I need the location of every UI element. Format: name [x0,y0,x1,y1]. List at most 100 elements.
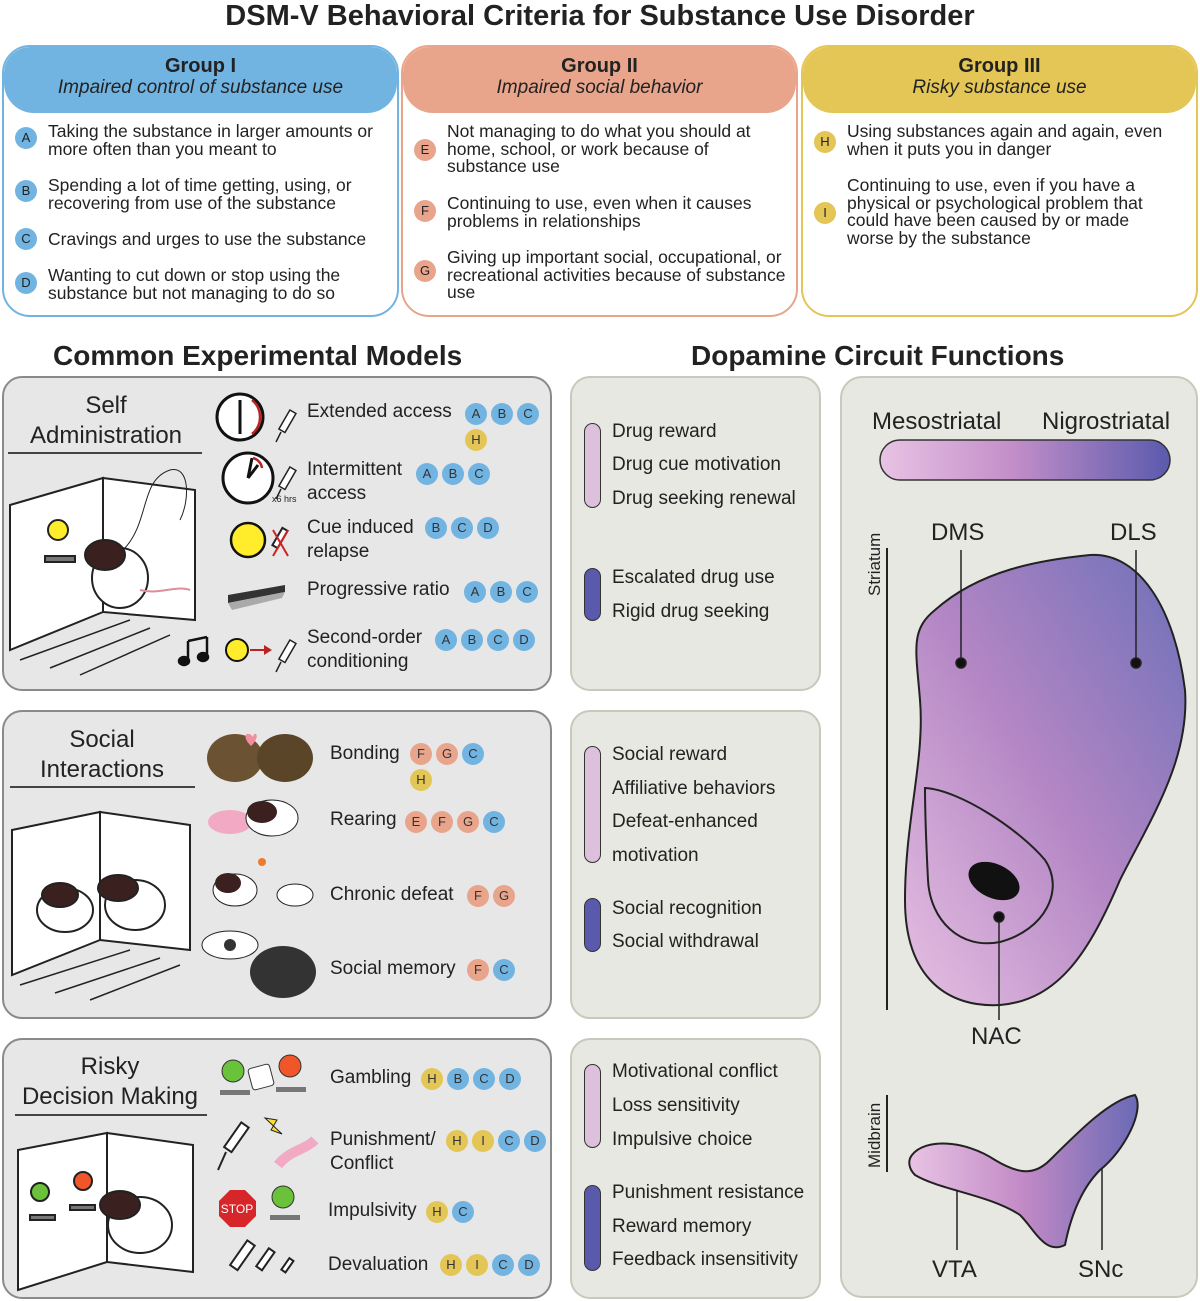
criterion-badge-f: F [467,959,489,981]
title-underline [15,1114,207,1116]
group-2-box: Group II Impaired social behavior E Not … [401,45,798,317]
group-1-header: Group I Impaired control of substance us… [4,47,397,113]
group-3-subtitle: Risky substance use [912,77,1087,98]
striatum-shape [903,553,1187,1007]
nigrostriatal-label: Nigrostriatal [1042,408,1171,435]
function-item: Motivational conflict [612,1061,778,1082]
criterion-badge-h: H [440,1254,462,1276]
cue-light-icon [225,638,272,662]
function-item: Loss sensitivity [612,1095,740,1116]
group-2-subtitle: Impaired social behavior [496,77,703,98]
criterion-badge-h: H [465,429,487,451]
criterion-badge-i: I [814,202,836,224]
criterion-badge-f: F [414,200,436,222]
criterion-badge-b: B [425,517,447,539]
criterion-badge-c: C [492,1254,514,1276]
criterion-badge-c: C [468,463,490,485]
criterion-badge-c: C [483,811,505,833]
criterion-badge-g: G [414,260,436,282]
criterion-badge-h: H [814,131,836,153]
midbrain-shape [908,1093,1139,1249]
nigrostriatal-bar [584,1185,601,1271]
functions-panel-risky: Motivational conflict Loss sensitivity I… [570,1038,821,1299]
model-social-memory: Social memory [330,958,456,979]
function-item: Punishment resistance [612,1182,805,1203]
nac-label: NAC [971,1023,1022,1050]
criterion-badge-a: A [464,581,486,603]
model-title-line1: Risky [80,1053,140,1080]
criterion-badge-d: D [518,1254,540,1276]
model-title-line2: Decision Making [21,1083,199,1110]
group-2-header: Group II Impaired social behavior [403,47,796,113]
function-item: Impulsive choice [612,1129,753,1150]
model-gambling: Gambling [330,1067,412,1088]
group-3-header: Group III Risky substance use [803,47,1196,113]
criterion-a: Taking the substance in larger amounts o… [48,121,373,159]
criterion-badge-b: B [15,180,37,202]
criterion-badge-i: I [466,1254,488,1276]
criterion-badge-b: B [491,403,513,425]
x6-hrs-note: x6 hrs [272,494,297,504]
criterion-badge-c: C [462,743,484,765]
social-cage-illustration [11,810,191,1001]
criterion-badge-c: C [451,517,473,539]
criterion-badge-d: D [499,1068,521,1090]
criterion-badge-b: B [490,581,512,603]
criterion-badge-d: D [15,272,37,294]
criterion-badge-a: A [416,463,438,485]
models-heading: Common Experimental Models [53,340,463,371]
criterion-badge-e: E [414,139,436,161]
function-item: motivation [612,845,699,866]
criterion-badge-c: C [15,228,37,250]
criterion-badge-c: C [517,403,539,425]
model-progressive-ratio: Progressive ratio [307,579,450,600]
criterion-badge-e: E [405,811,427,833]
chronic-defeat-icon [212,858,314,907]
function-item: Social reward [612,744,728,765]
functions-heading: Dopamine Circuit Functions [691,340,1065,371]
model-bonding: Bonding [330,743,400,764]
function-item: Escalated drug use [612,567,775,588]
model-chronic-defeat: Chronic defeat [330,884,454,905]
gambling-icon [220,1054,306,1095]
criterion-badge-c: C [473,1068,495,1090]
criterion-badge-c: C [487,629,509,651]
model-rearing: Rearing [330,809,397,830]
criterion-badge-b: B [442,463,464,485]
function-item: Reward memory [612,1216,752,1237]
criterion-badge-c: C [498,1130,520,1152]
function-item: Social withdrawal [612,931,759,952]
nigrostriatal-bar [584,898,601,952]
criterion-c: Cravings and urges to use the substance [48,229,367,249]
group-2-name: Group II [561,55,638,77]
nac-outline [923,786,1054,945]
criterion-badge-f: F [431,811,453,833]
syringe-icon [275,408,297,443]
model-title-line2: Administration [29,422,183,449]
social-memory-mouse-icon [201,930,316,998]
voles-bonding-icon [207,733,313,782]
group-3-name: Group III [958,55,1041,77]
criterion-badge-c: C [452,1201,474,1223]
model-title-line1: Social [69,726,135,753]
title-underline [10,786,195,788]
criterion-badge-b: B [447,1068,469,1090]
criterion-h: Using substances again and again, even w… [847,121,1163,159]
functions-panel-self-admin: Drug reward Drug cue motivation Drug see… [570,376,821,691]
criterion-badge-d: D [513,629,535,651]
criterion-i: Continuing to use, even if you have a ph… [847,175,1143,248]
criterion-badge-g: G [436,743,458,765]
criterion-badge-c: C [493,959,515,981]
syringe-icon [275,465,297,500]
self-admin-cage-illustration [9,469,196,676]
model-punishment-conflict: Punishment/ Conflict [330,1129,436,1174]
